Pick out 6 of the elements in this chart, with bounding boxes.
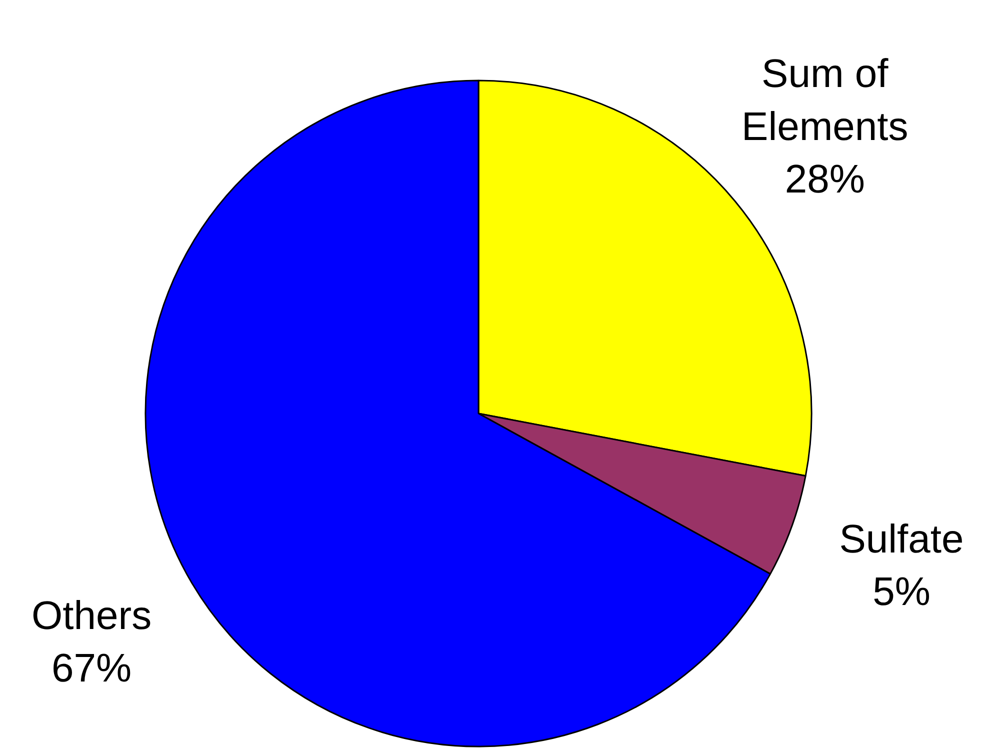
data-label: 28% xyxy=(784,158,865,202)
slice-label: Sulfate xyxy=(839,517,964,562)
slice-label: Sum of Elements xyxy=(742,52,908,149)
data-label: 5% xyxy=(872,570,930,614)
data-label: 67% xyxy=(52,646,132,691)
slice-label: Others xyxy=(32,594,152,638)
